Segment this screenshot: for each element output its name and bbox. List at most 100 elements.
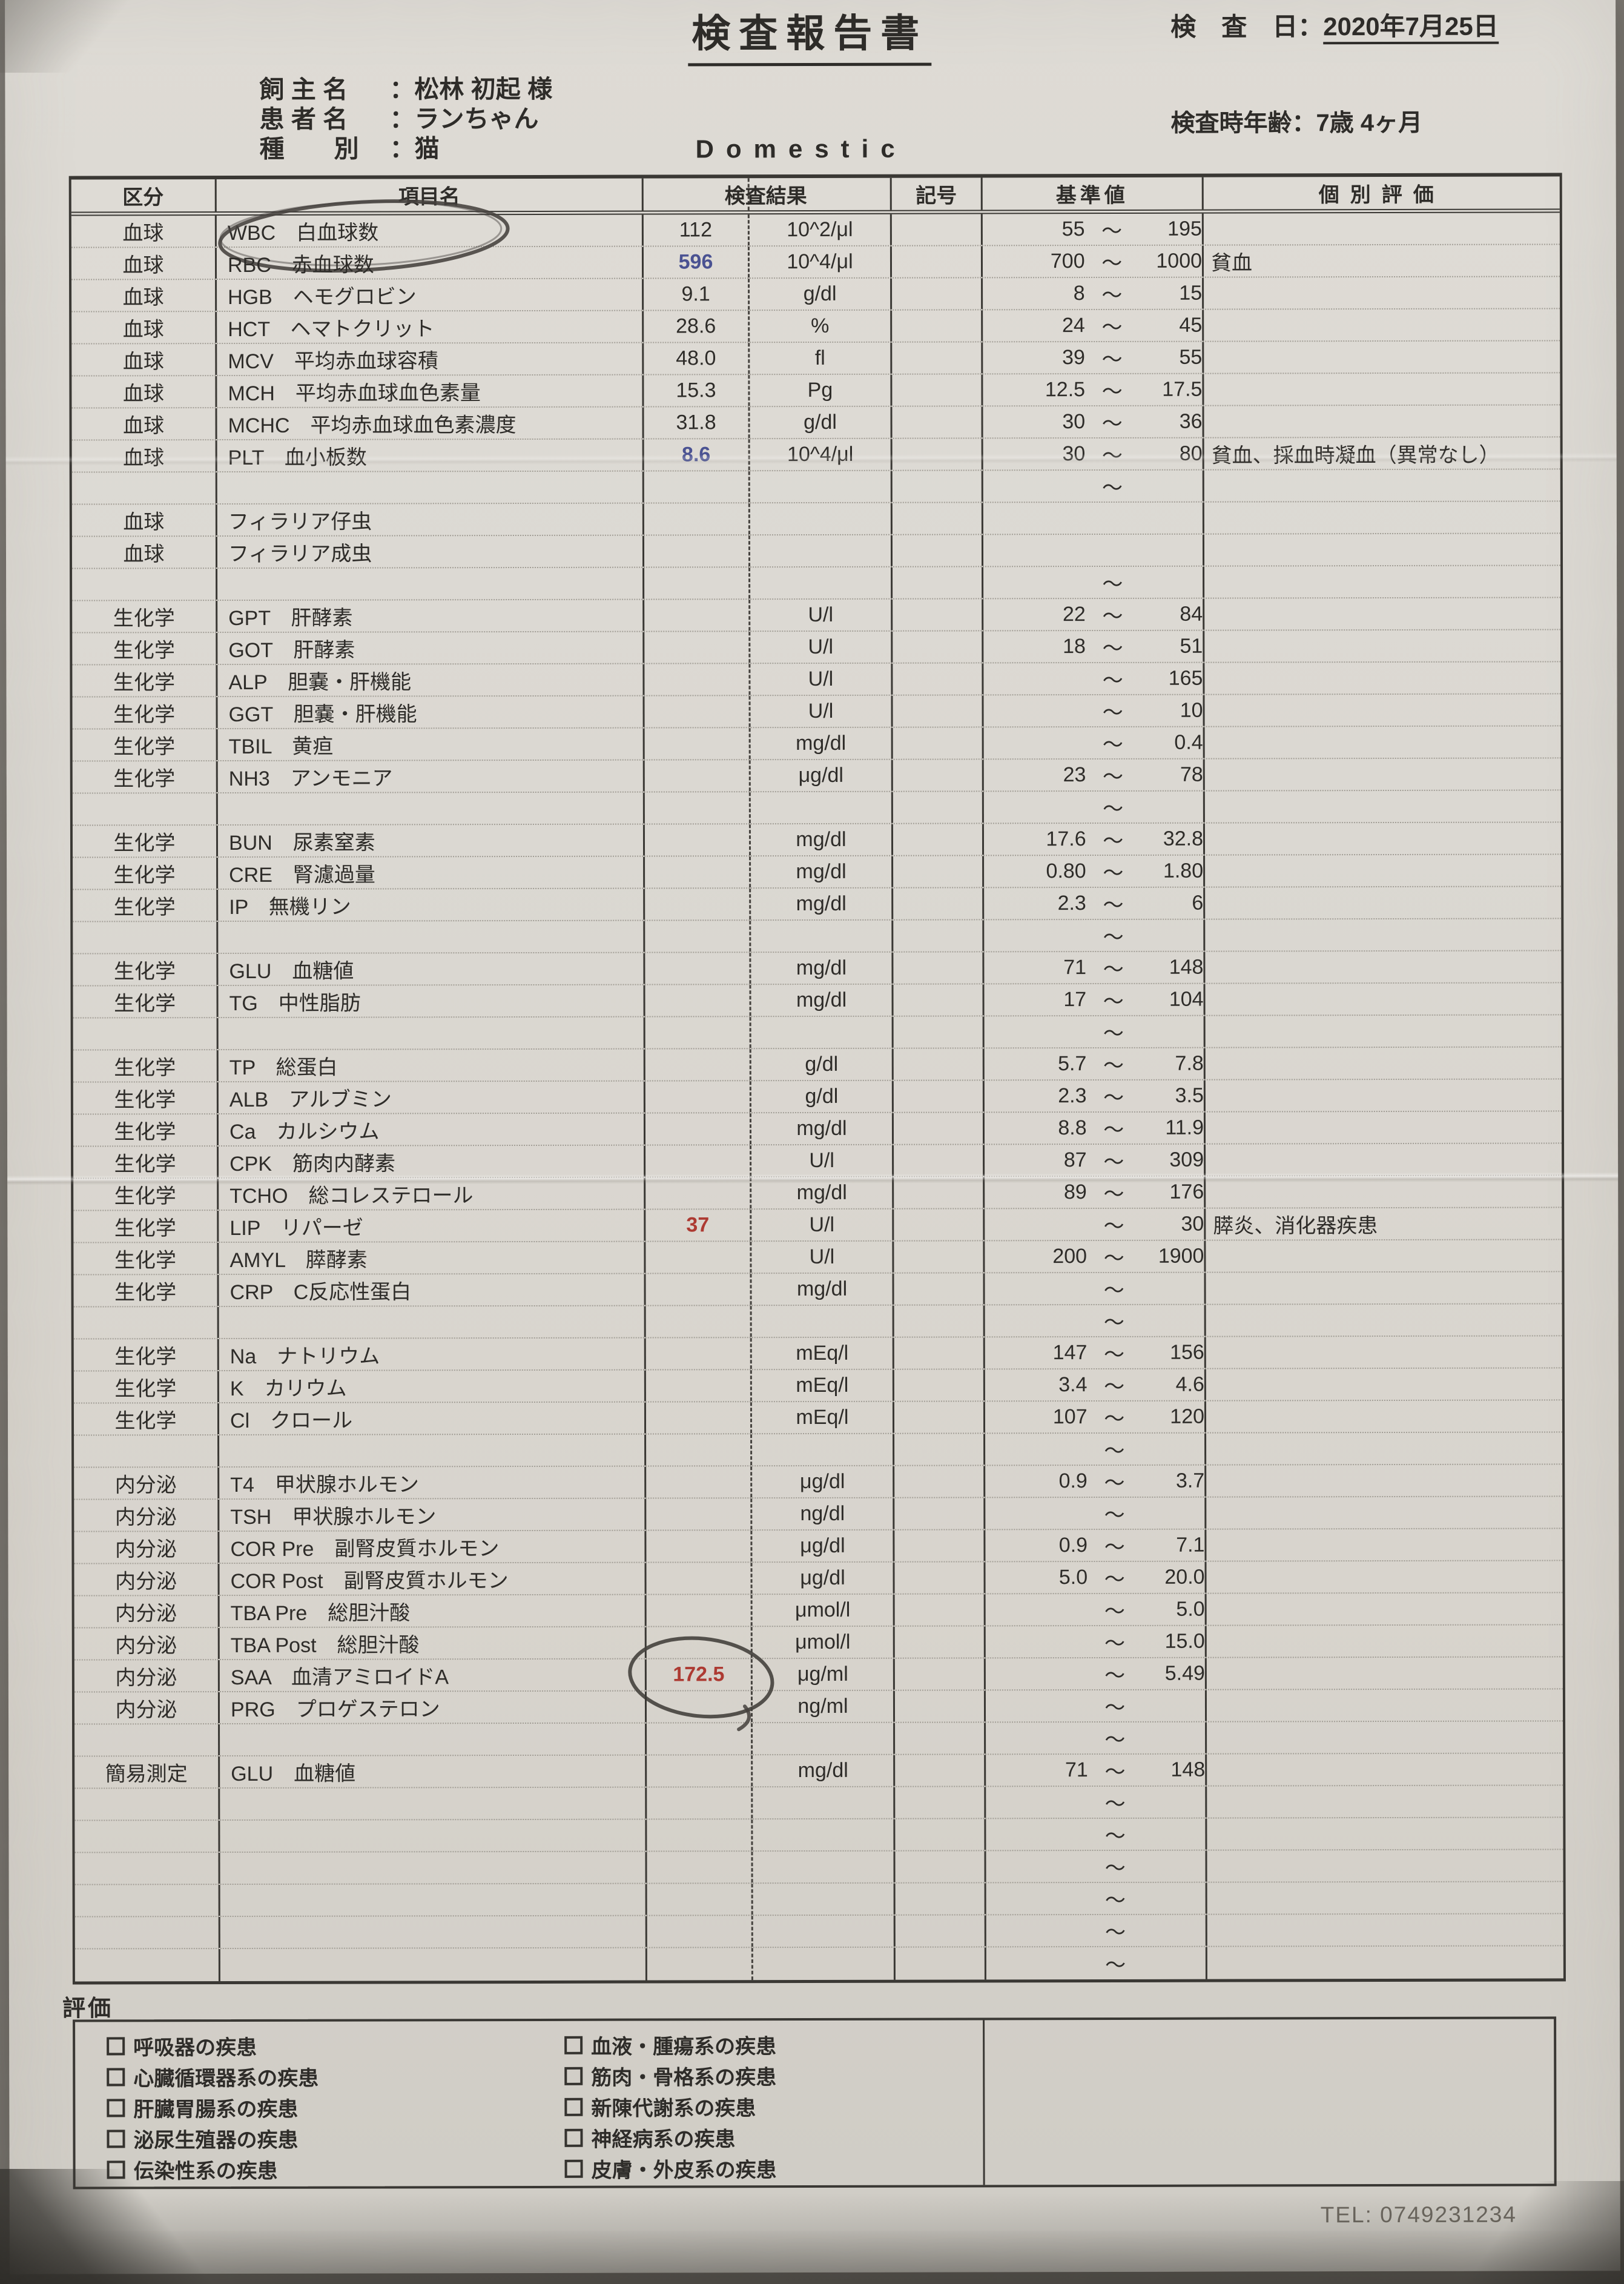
item-name-cell: TP 総蛋白 xyxy=(218,1049,645,1082)
reference-range-cell: ～ 165 xyxy=(983,663,1205,695)
evaluation-cell xyxy=(1207,1850,1563,1881)
category-cell xyxy=(71,472,217,504)
reference-tilde: ～ xyxy=(1103,1311,1124,1334)
result-unit-cell: U/l xyxy=(750,599,893,631)
table-row: ～ xyxy=(74,1721,1563,1757)
result-value-cell xyxy=(647,1755,753,1787)
reference-max: 120 xyxy=(1170,1405,1205,1428)
category-cell: 内分泌 xyxy=(74,1628,220,1660)
reference-max: 148 xyxy=(1170,1758,1206,1781)
reference-range-cell: ～ xyxy=(983,791,1205,823)
item-name-cell xyxy=(218,921,645,953)
result-value-cell: 596 xyxy=(643,247,750,278)
table-row: 内分泌 TSH 甲状腺ホルモン ng/dl ～ xyxy=(74,1497,1563,1532)
reference-min: 12.5 xyxy=(1045,378,1086,402)
reference-tilde: ～ xyxy=(1103,1279,1124,1302)
reference-tilde: ～ xyxy=(1102,572,1123,596)
result-unit-cell: Pg xyxy=(750,374,893,406)
category-cell xyxy=(72,569,218,600)
reference-tilde: ～ xyxy=(1103,1118,1124,1142)
table-row: ～ xyxy=(74,1882,1563,1918)
item-name-cell: T4 甲状腺ホルモン xyxy=(219,1466,647,1499)
table-row: 生化学 BUN 尿素窒素 mg/dl 17.6 ～ 32.8 xyxy=(72,823,1562,858)
item-name-cell xyxy=(218,1017,645,1050)
result-value-cell xyxy=(644,632,751,663)
symbol-cell xyxy=(893,888,985,919)
result-unit-cell: mg/dl xyxy=(751,888,894,920)
reference-min: 8 xyxy=(1073,282,1085,305)
symbol-cell xyxy=(893,1081,985,1112)
owner-name-value: ：松林 初起 様 xyxy=(389,74,553,104)
category-cell xyxy=(74,1789,220,1820)
reference-min: 5.0 xyxy=(1058,1566,1088,1589)
reference-tilde: ～ xyxy=(1102,637,1123,660)
reference-max: 176 xyxy=(1169,1180,1204,1203)
result-unit-cell: mg/dl xyxy=(751,984,894,1016)
category-cell: 生化学 xyxy=(73,1050,219,1082)
reference-range-cell: 0.9 ～ 7.1 xyxy=(985,1529,1207,1561)
reference-range-cell: 12.5 ～ 17.5 xyxy=(983,374,1204,406)
reference-tilde: ～ xyxy=(1104,1567,1125,1591)
reference-tilde: ～ xyxy=(1104,1632,1126,1655)
table-row: 生化学 ALP 胆嚢・肝機能 U/l ～ 165 xyxy=(72,662,1561,698)
result-unit-cell xyxy=(753,1915,896,1947)
result-value-cell: 8.6 xyxy=(644,439,750,471)
result-unit-cell: mEq/l xyxy=(751,1369,894,1402)
result-unit-cell: mg/dl xyxy=(750,727,893,760)
item-name-cell: MCH 平均赤血球血色素量 xyxy=(217,375,644,408)
reference-min: 0.80 xyxy=(1046,859,1086,883)
result-value-cell xyxy=(647,1948,753,1981)
category-cell: 生化学 xyxy=(72,633,218,664)
checkbox-label: 皮膚・外皮系の疾患 xyxy=(591,2159,777,2182)
reference-range-cell: ～ 30 xyxy=(985,1208,1206,1240)
evaluation-cell xyxy=(1205,823,1561,854)
evaluation-cell xyxy=(1204,309,1560,340)
table-row: 血球 MCV 平均赤血球容積 48.0 fl 39 ～ 55 xyxy=(71,341,1560,377)
results-table: 区分 項目名 検査結果 記号 基準値 個別評価 血球 WBC 白血球数 112 … xyxy=(68,173,1566,1985)
reference-min: 107 xyxy=(1052,1405,1088,1429)
result-unit-cell: g/dl xyxy=(750,406,893,439)
symbol-cell xyxy=(894,1562,986,1594)
result-unit-cell xyxy=(750,471,893,503)
item-name-cell: PLT 血小板数 xyxy=(217,439,644,472)
checkbox-icon xyxy=(107,2129,125,2148)
result-unit-cell xyxy=(751,920,894,952)
checkbox-icon xyxy=(564,2159,583,2178)
reference-max: 11.9 xyxy=(1165,1116,1204,1139)
table-row: 内分泌 TBA Pre 総胆汁酸 μmol/l ～ 5.0 xyxy=(74,1593,1563,1629)
result-unit-cell: 10^2/μl xyxy=(749,214,892,246)
evaluation-checkbox-column-left: 呼吸器の疾患 心臓循環器系の疾患 肝臓胃腸系の疾患 泌尿生殖器の疾患 伝染性系の疾患 xyxy=(107,2030,319,2185)
item-name-cell: MCHC 平均赤血球血色素濃度 xyxy=(217,407,644,440)
result-value-cell xyxy=(644,664,751,695)
item-name-cell: GPT 肝酵素 xyxy=(217,600,645,632)
evaluation-cell xyxy=(1206,1240,1562,1271)
reference-range-cell: 0.80 ～ 1.80 xyxy=(984,855,1206,887)
item-name-cell: CRE 腎濾過量 xyxy=(218,856,645,889)
reference-min: 17 xyxy=(1063,988,1087,1011)
item-name-cell: CRP C反応性蛋白 xyxy=(219,1274,646,1306)
reference-tilde: ～ xyxy=(1101,380,1123,403)
category-cell: 血球 xyxy=(71,537,218,568)
table-row: 簡易測定 GLU 血糖値 mg/dl 71 ～ 148 xyxy=(74,1753,1563,1789)
symbol-cell xyxy=(892,535,984,566)
reference-range-cell: 147 ～ 156 xyxy=(985,1337,1206,1369)
checkbox-icon xyxy=(107,2067,125,2086)
evaluation-cell xyxy=(1205,983,1561,1015)
evaluation-cell xyxy=(1207,1882,1563,1913)
item-name-cell: GGT 胆嚢・肝機能 xyxy=(217,696,645,729)
exam-age-value: 7歳 4ヶ月 xyxy=(1316,109,1423,137)
symbol-cell xyxy=(895,1915,986,1947)
symbol-cell xyxy=(894,1434,986,1465)
item-name-cell: CPK 筋肉内酵素 xyxy=(219,1145,646,1178)
item-name-cell: IP 無機リン xyxy=(218,889,645,921)
item-name-cell: ALP 胆嚢・肝機能 xyxy=(217,664,645,697)
reference-tilde: ～ xyxy=(1103,1182,1124,1206)
symbol-cell xyxy=(893,760,984,791)
symbol-cell xyxy=(894,1369,985,1401)
reference-tilde: ～ xyxy=(1104,1407,1125,1431)
reference-range-cell: 23 ～ 78 xyxy=(983,759,1205,791)
reference-range-cell: 89 ～ 176 xyxy=(985,1176,1206,1208)
reference-min: 23 xyxy=(1063,763,1086,787)
table-row: 血球 MCHC 平均赤血球血色素濃度 31.8 g/dl 30 ～ 36 xyxy=(71,405,1560,441)
reference-tilde: ～ xyxy=(1103,1150,1124,1174)
